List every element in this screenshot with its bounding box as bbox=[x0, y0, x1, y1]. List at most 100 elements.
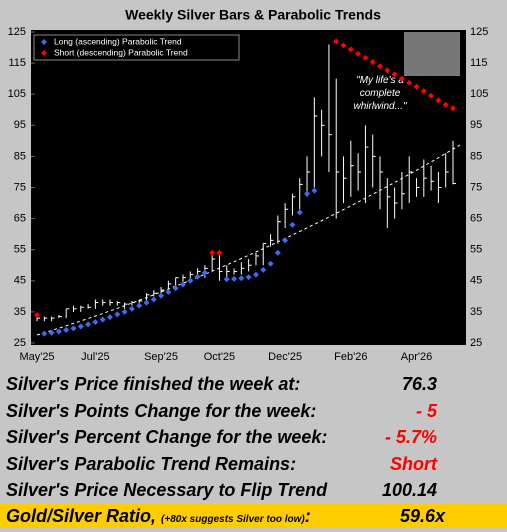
legend-marker bbox=[41, 50, 47, 56]
y-tick-label-right: 45 bbox=[470, 275, 482, 287]
y-tick-label-right: 95 bbox=[470, 119, 482, 131]
row-value: 100.14 bbox=[381, 480, 437, 500]
trend-dot bbox=[296, 209, 303, 216]
row-value: 76.3 bbox=[401, 374, 437, 394]
legend-label: Long (ascending) Parabolic Trend bbox=[54, 36, 182, 46]
trend-dot bbox=[48, 329, 55, 336]
trend-dot bbox=[201, 269, 208, 276]
trend-dot bbox=[245, 274, 252, 281]
y-tick-label-right: 55 bbox=[470, 244, 482, 256]
trend-dot bbox=[165, 288, 172, 295]
trend-dot bbox=[252, 271, 259, 278]
ratio-row: Gold/Silver Ratio, (+80x suggests Silver… bbox=[0, 504, 507, 528]
ratio-label: Gold/Silver Ratio, (+80x suggests Silver… bbox=[6, 504, 311, 532]
y-tick-label: 105 bbox=[8, 88, 26, 100]
row-label: Silver's Percent Change for the week: bbox=[6, 427, 328, 447]
chart: Weekly Silver Bars & Parabolic Trends "M… bbox=[8, 7, 489, 363]
trend-dot bbox=[340, 42, 347, 49]
trend-dot bbox=[428, 92, 435, 99]
trend-dot bbox=[77, 323, 84, 330]
trend-line bbox=[36, 144, 461, 336]
trend-dot bbox=[304, 190, 311, 197]
y-tick-label: 35 bbox=[14, 306, 26, 318]
row-label: Silver's Parabolic Trend Remains: bbox=[6, 453, 297, 474]
y-tick-label-right: 85 bbox=[470, 150, 482, 162]
trend-dot bbox=[238, 275, 245, 282]
y-tick-label-right: 65 bbox=[470, 213, 482, 225]
row-label: Silver's Price Necessary to Flip Trend bbox=[6, 480, 328, 500]
ratio-value: 59.6x bbox=[399, 506, 445, 526]
y-tick-label: 65 bbox=[14, 213, 26, 225]
trend-dot bbox=[398, 75, 405, 82]
trend-dot bbox=[150, 296, 157, 303]
chart-title: Weekly Silver Bars & Parabolic Trends bbox=[125, 7, 381, 23]
trend-dot bbox=[435, 97, 442, 104]
trend-dot bbox=[450, 105, 456, 112]
y-tick-label: 85 bbox=[14, 150, 26, 162]
y-tick-label-right: 25 bbox=[470, 337, 482, 349]
trend-dot bbox=[347, 46, 354, 53]
trend-dot bbox=[63, 326, 70, 333]
ratio-colon: : bbox=[304, 506, 311, 526]
x-tick-label: May'25 bbox=[19, 351, 54, 363]
row-value: Short bbox=[390, 453, 437, 474]
trend-dot bbox=[384, 67, 391, 74]
x-tick-label: Apr'26 bbox=[401, 351, 432, 363]
y-tick-label-right: 75 bbox=[470, 181, 482, 193]
trend-dot bbox=[106, 314, 113, 321]
x-tick-label: Oct'25 bbox=[204, 351, 235, 363]
trend-dot bbox=[99, 316, 106, 323]
y-tick-label: 25 bbox=[14, 337, 26, 349]
legend-label: Short (descending) Parabolic Trend bbox=[54, 47, 188, 57]
table-row: Silver's Price finished the week at: 76.3 bbox=[0, 372, 507, 396]
y-tick-label: 95 bbox=[14, 119, 26, 131]
y-tick-label: 45 bbox=[14, 275, 26, 287]
table-row: Silver's Points Change for the week: - 5 bbox=[0, 399, 507, 423]
trend-dot bbox=[231, 275, 238, 282]
table-row: Silver's Percent Change for the week: - 5… bbox=[0, 425, 507, 449]
trend-dot bbox=[223, 276, 230, 283]
trend-dot bbox=[267, 260, 274, 267]
trend-dot bbox=[282, 237, 289, 244]
table-row: Silver's Price Necessary to Flip Trend 10… bbox=[0, 478, 507, 502]
annotation: "My life's a complete whirlwind..." bbox=[353, 75, 406, 112]
trend-dot bbox=[187, 277, 194, 284]
ratio-note: (+80x suggests Silver too low) bbox=[161, 514, 305, 525]
ratio-text: Gold/Silver Ratio, bbox=[6, 506, 157, 526]
trend-dot bbox=[216, 249, 223, 256]
trend-dot bbox=[355, 50, 362, 57]
y-tick-label: 115 bbox=[8, 57, 26, 69]
trend-dot bbox=[406, 79, 413, 86]
trend-dot bbox=[128, 305, 135, 312]
trend-dot bbox=[311, 187, 318, 194]
y-tick-label: 125 bbox=[8, 26, 26, 38]
trend-dot bbox=[158, 292, 165, 299]
legend-marker bbox=[41, 39, 47, 45]
trend-dot bbox=[34, 312, 40, 319]
trend-dot bbox=[274, 249, 281, 256]
y-tick-label-right: 35 bbox=[470, 306, 482, 318]
row-value: - 5.7% bbox=[384, 427, 437, 447]
x-tick-label: Sep'25 bbox=[144, 351, 178, 363]
trend-dot bbox=[391, 71, 398, 78]
trend-dot bbox=[136, 302, 143, 309]
y-tick-label-right: 125 bbox=[470, 26, 488, 38]
trend-dot bbox=[121, 308, 128, 315]
y-tick-label: 55 bbox=[14, 244, 26, 256]
x-tick-label: Feb'26 bbox=[334, 351, 367, 363]
trend-dot bbox=[289, 221, 296, 228]
x-tick-label: Dec'25 bbox=[268, 351, 302, 363]
table-row: Silver's Parabolic Trend Remains: Short bbox=[0, 452, 507, 476]
trend-dot bbox=[143, 299, 150, 306]
trend-dot bbox=[260, 266, 267, 273]
trend-dot bbox=[92, 319, 99, 326]
trend-dot bbox=[114, 311, 121, 318]
trend-dot bbox=[442, 101, 449, 108]
trend-dot bbox=[194, 273, 201, 280]
legend bbox=[33, 34, 240, 61]
trend-dot bbox=[377, 63, 384, 70]
trend-dot bbox=[420, 88, 427, 95]
trend-dot bbox=[41, 330, 48, 337]
face-image bbox=[404, 32, 460, 76]
